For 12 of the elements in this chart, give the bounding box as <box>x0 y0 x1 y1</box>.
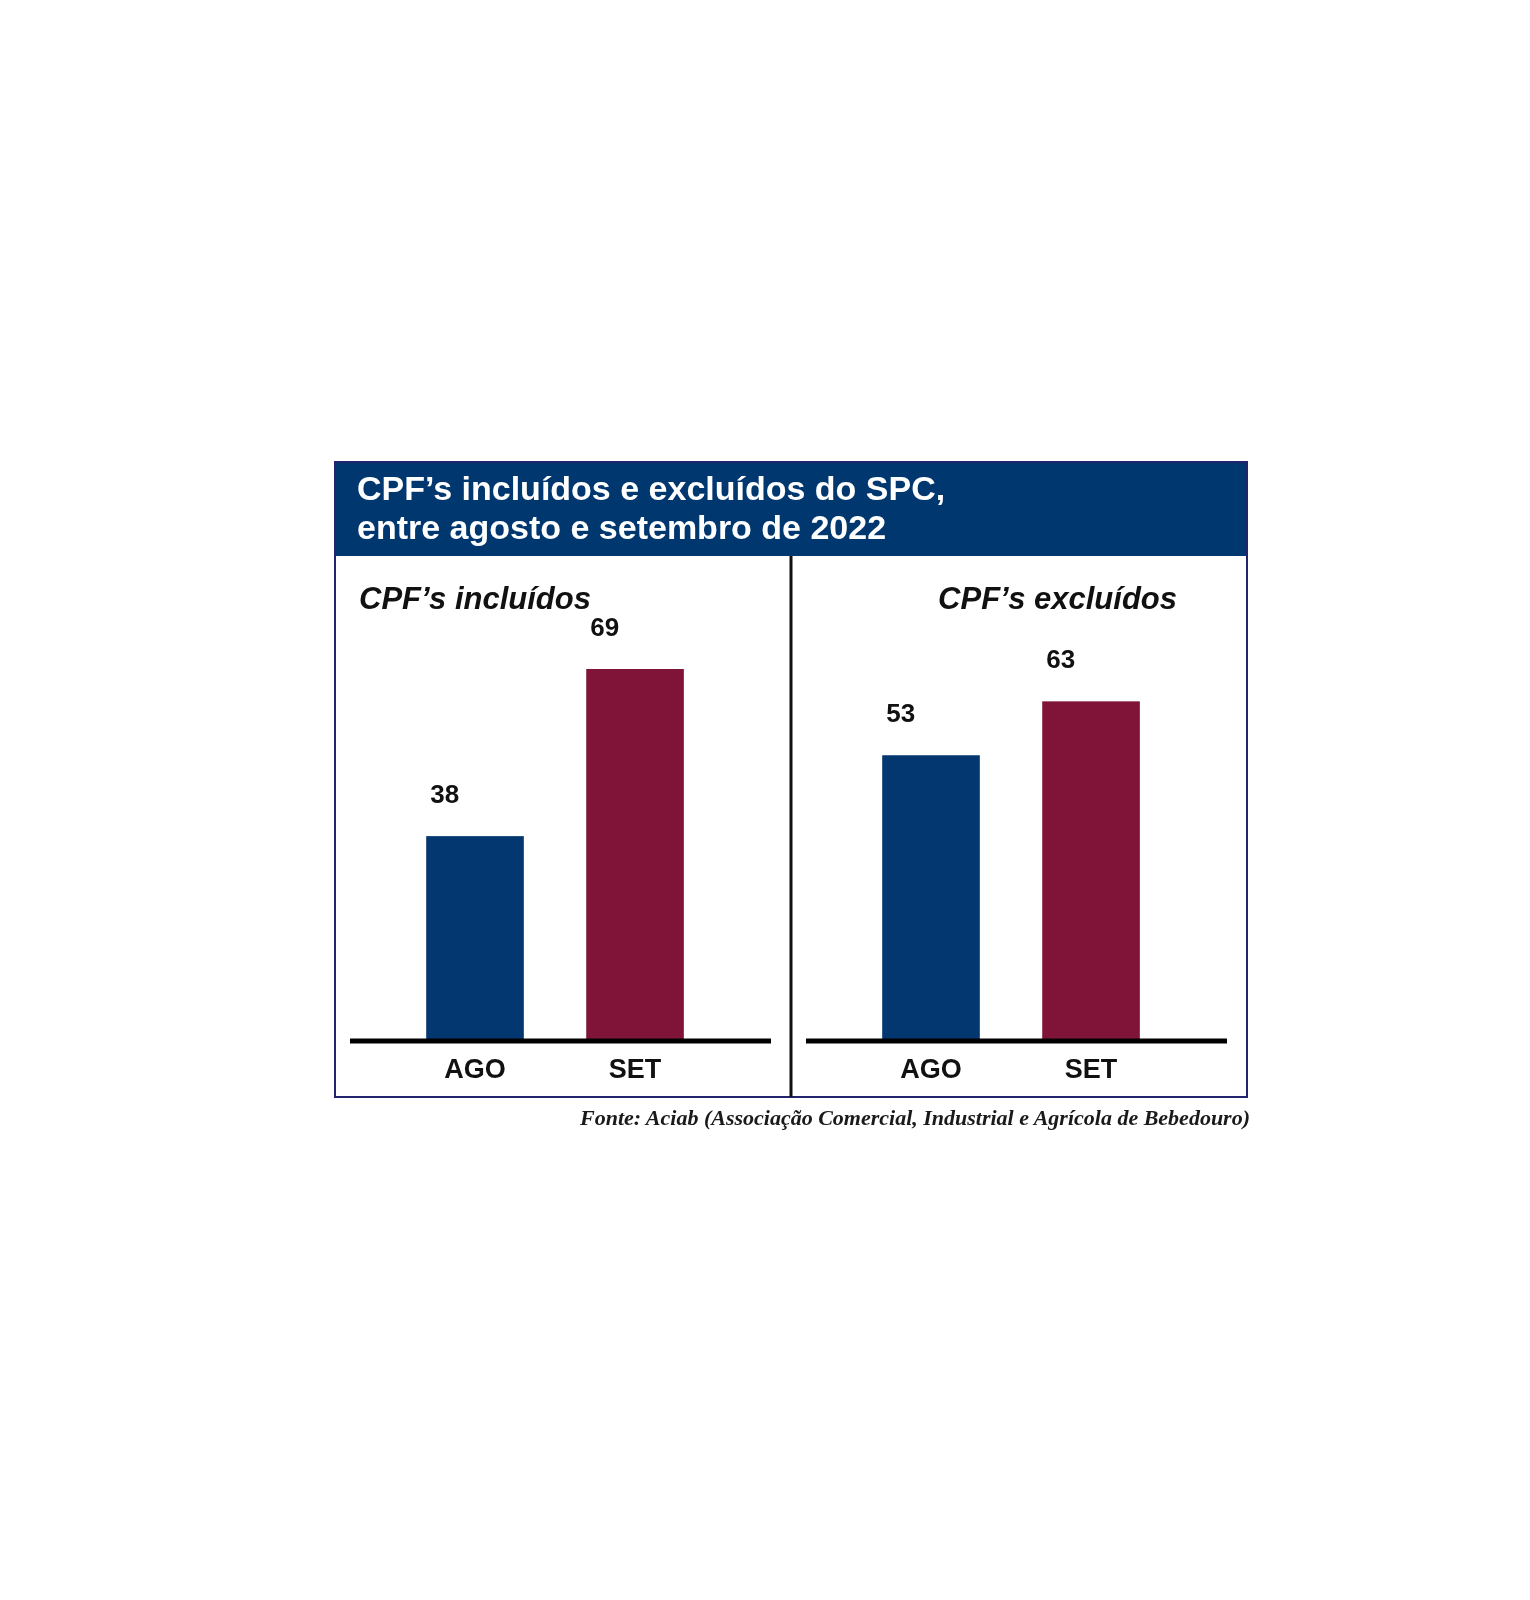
chart-subtitle: CPF’s incluídos <box>359 581 591 616</box>
x-tick-label: AGO <box>444 1054 506 1084</box>
data-label: 69 <box>590 612 620 642</box>
data-label: 63 <box>1046 644 1076 675</box>
x-tick-label: AGO <box>900 1054 962 1084</box>
chart-subtitle: CPF’s excluídos <box>938 581 1177 616</box>
x-tick-label: SET <box>608 1054 662 1084</box>
x-tick-label: SET <box>1064 1054 1118 1084</box>
chart-title: CPF’s incluídos e excluídos do SPC, entre agosto e setembro de 2022 <box>357 469 946 546</box>
data-label: 38 <box>430 779 460 810</box>
source-note: Fonte: Aciab (Associação Comercial, Industrial e Agrícola de Bebedouro) <box>579 1105 1250 1130</box>
data-label: 53 <box>886 698 916 729</box>
